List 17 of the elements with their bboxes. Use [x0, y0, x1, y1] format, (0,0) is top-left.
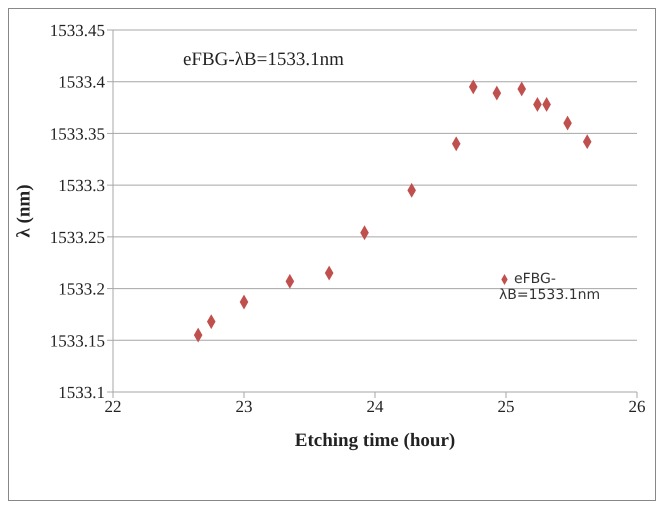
y-tick-label: 1533.15 — [50, 331, 105, 350]
y-tick-label: 1533.25 — [50, 228, 105, 247]
x-axis-title: Etching time (hour) — [294, 430, 456, 451]
y-tick-label: 1533.3 — [58, 176, 105, 196]
x-tick-label: 25 — [498, 397, 514, 416]
annotation: eFBG-λB=1533.1nm — [183, 49, 344, 71]
x-tick-label: 23 — [236, 397, 252, 416]
legend-label: eFBG-λB=1533.1nm — [499, 271, 600, 303]
y-tick-label: 1533.35 — [50, 124, 105, 144]
y-axis-title: λ (nm) — [14, 184, 35, 238]
x-tick-label: 22 — [104, 397, 122, 416]
y-tick-label: 1533.45 — [50, 21, 105, 40]
y-tick-label: 1533.1 — [58, 383, 105, 402]
y-tick-label: 1533.4 — [58, 72, 106, 92]
y-tick-label: 1533.2 — [58, 280, 105, 299]
x-tick-label: 26 — [628, 397, 646, 416]
x-tick-label: 24 — [366, 397, 384, 416]
